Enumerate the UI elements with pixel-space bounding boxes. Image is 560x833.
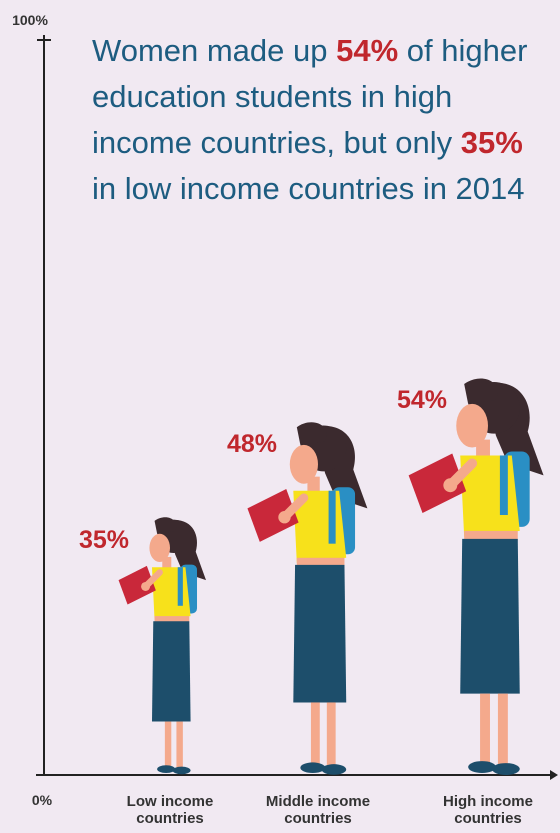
- figure-part: [177, 567, 183, 606]
- figure-part: [456, 403, 488, 448]
- title-segment: Women made up: [92, 33, 337, 68]
- figure-part: [499, 455, 508, 516]
- title-segment: 35%: [460, 125, 523, 160]
- figure-part: [154, 616, 190, 623]
- figure-part: [143, 569, 163, 589]
- figure-part: [164, 721, 172, 768]
- figure-part: [296, 422, 327, 445]
- figure-part: [408, 453, 467, 514]
- figure-part: [491, 763, 520, 775]
- figure-part: [149, 533, 170, 563]
- figure-part: [464, 530, 518, 541]
- figure-part: [289, 444, 318, 484]
- axis-arrow: [550, 770, 558, 780]
- figure-part: [157, 765, 176, 773]
- figure-part: [460, 538, 520, 694]
- title-segment: in low income countries in 2014: [92, 171, 525, 206]
- figure-part: [321, 764, 347, 775]
- figure-part: [141, 581, 151, 591]
- figure-part: [468, 761, 496, 773]
- figure: [408, 378, 544, 775]
- title-segment: of higher education students in high inc…: [92, 33, 528, 160]
- figure-part: [300, 762, 326, 773]
- figure-part: [464, 378, 498, 404]
- x-tick-label: High income countries: [442, 793, 533, 827]
- figure-part: [293, 564, 347, 703]
- value-label: 54%: [397, 386, 447, 414]
- y-tick-label: 100%: [12, 12, 48, 28]
- figure: [118, 517, 207, 775]
- figure-part: [443, 478, 458, 493]
- value-label: 48%: [227, 430, 277, 458]
- figure-part: [151, 621, 191, 722]
- x-tick-label: Low income countries: [126, 793, 214, 827]
- figure-part: [326, 702, 336, 766]
- figure-part: [176, 721, 183, 768]
- figure-part: [162, 556, 172, 570]
- figure-part: [118, 565, 156, 605]
- figure-part: [447, 458, 478, 489]
- figure-part: [278, 511, 291, 524]
- figure-part: [480, 693, 490, 766]
- figure-part: [497, 693, 508, 766]
- figure-part: [172, 766, 191, 775]
- figure-part: [310, 702, 320, 766]
- y-tick-label: 0%: [32, 792, 53, 808]
- figure-part: [154, 517, 177, 534]
- title-segment: 54%: [336, 33, 399, 68]
- figure-part: [328, 490, 336, 544]
- figure-part: [281, 493, 309, 520]
- value-label: 35%: [79, 526, 129, 554]
- figure-part: [247, 488, 299, 542]
- chart-title: Women made up 54% of higher education st…: [92, 28, 547, 212]
- x-tick-label: Middle income countries: [265, 793, 371, 827]
- figure-part: [296, 557, 345, 567]
- figure: [247, 422, 368, 775]
